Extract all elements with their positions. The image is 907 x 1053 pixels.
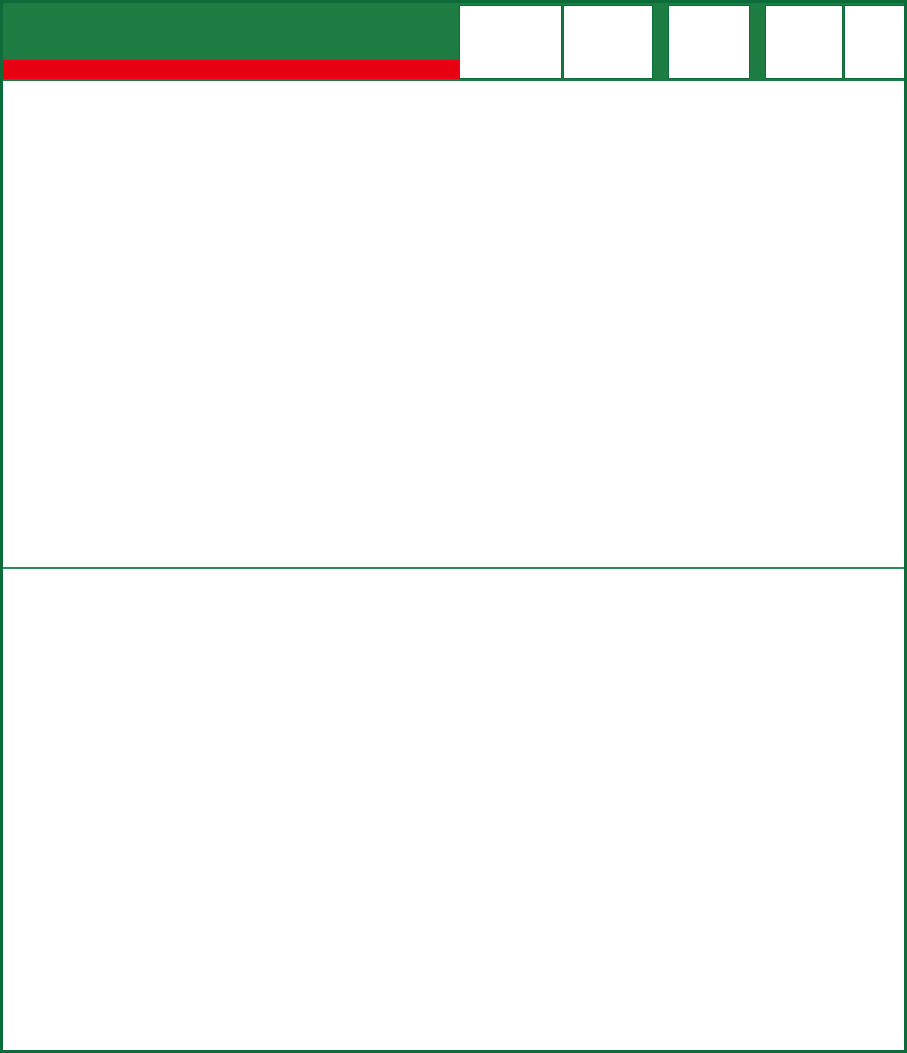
symbols-label <box>751 5 765 79</box>
jockey-news-box <box>563 5 653 79</box>
pools-label <box>654 5 668 79</box>
divider <box>3 567 904 569</box>
title-zone <box>3 3 459 81</box>
memo-box <box>459 5 562 79</box>
pools-box <box>668 5 750 79</box>
bottom-race-row <box>6 570 904 1050</box>
symbols-box-col1 <box>765 5 843 79</box>
substitution-banner <box>3 60 459 79</box>
page-header <box>3 3 904 81</box>
info-boxes <box>445 3 904 81</box>
top-race-row <box>6 83 904 567</box>
symbols-box-col2 <box>844 5 904 79</box>
